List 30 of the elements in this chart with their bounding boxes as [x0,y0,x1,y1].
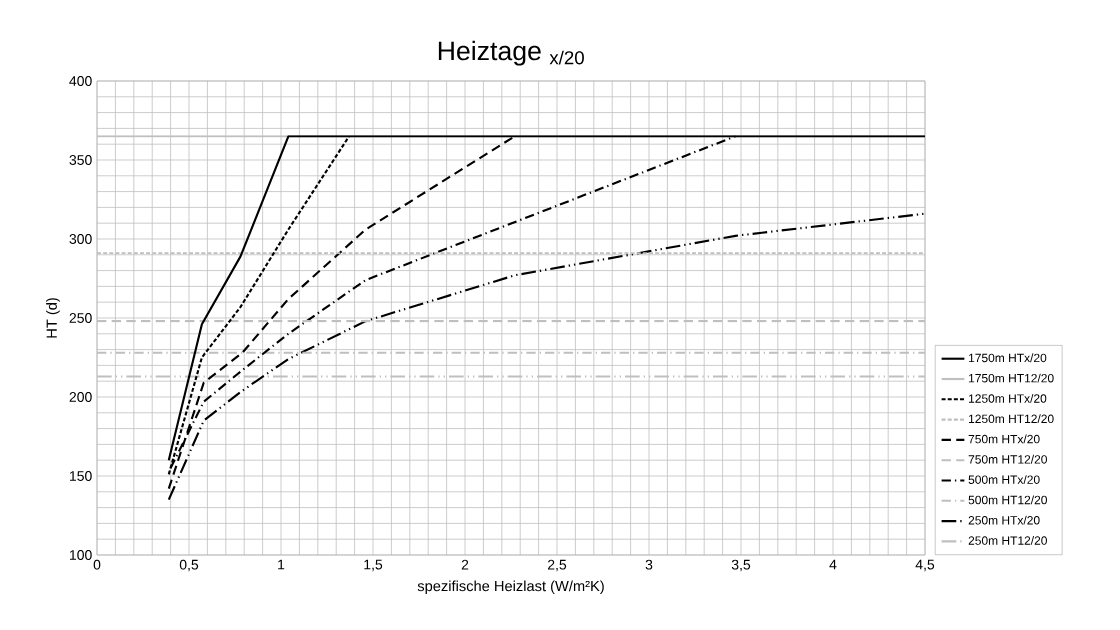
legend-label: 750m HT12/20 [968,454,1047,464]
legend-label: 1750m HTx/20 [969,353,1047,363]
x-tick-label: 3 [645,559,653,570]
legend-label: 1250m HTx/20 [969,393,1047,403]
chart-title: Heiztage $_{x/20}$ [438,40,584,66]
legend-label: 750m HTx/20 [968,434,1040,444]
x-tick-label: 2 [461,559,469,570]
legend-label: 250m HT12/20 [968,536,1047,545]
x-axis-title: spezifische Heizlast (W/m²K) [417,580,604,595]
legend-label: 1750m HT12/20 [969,373,1054,383]
legend-label: 1250m HT12/20 [969,414,1054,424]
x-tick-label: 1 [278,559,285,570]
y-tick-label: 350 [69,155,92,165]
x-tick-label: 0 [93,559,101,570]
x-tick-label: 4,5 [915,559,935,572]
y-axis-title: HT (d) [46,298,60,338]
y-tick-label: 250 [69,313,92,323]
x-tick-label: 4 [829,559,837,570]
x-tick-label: 3,5 [731,559,751,572]
legend-label: 500m HTx/20 [968,475,1040,484]
x-tick-label: 2,5 [547,559,567,572]
x-tick-label: 0,5 [179,559,199,572]
y-tick-label: 300 [69,234,92,244]
y-tick-label: 150 [70,471,92,481]
y-tick-label: 200 [69,392,92,402]
legend-label: 500m HT12/20 [968,495,1047,505]
x-tick-label: 1,5 [364,559,383,572]
y-tick-label: 400 [69,76,92,86]
legend-label: 250m HTx/20 [968,515,1040,525]
y-tick-label: 100 [70,550,92,560]
